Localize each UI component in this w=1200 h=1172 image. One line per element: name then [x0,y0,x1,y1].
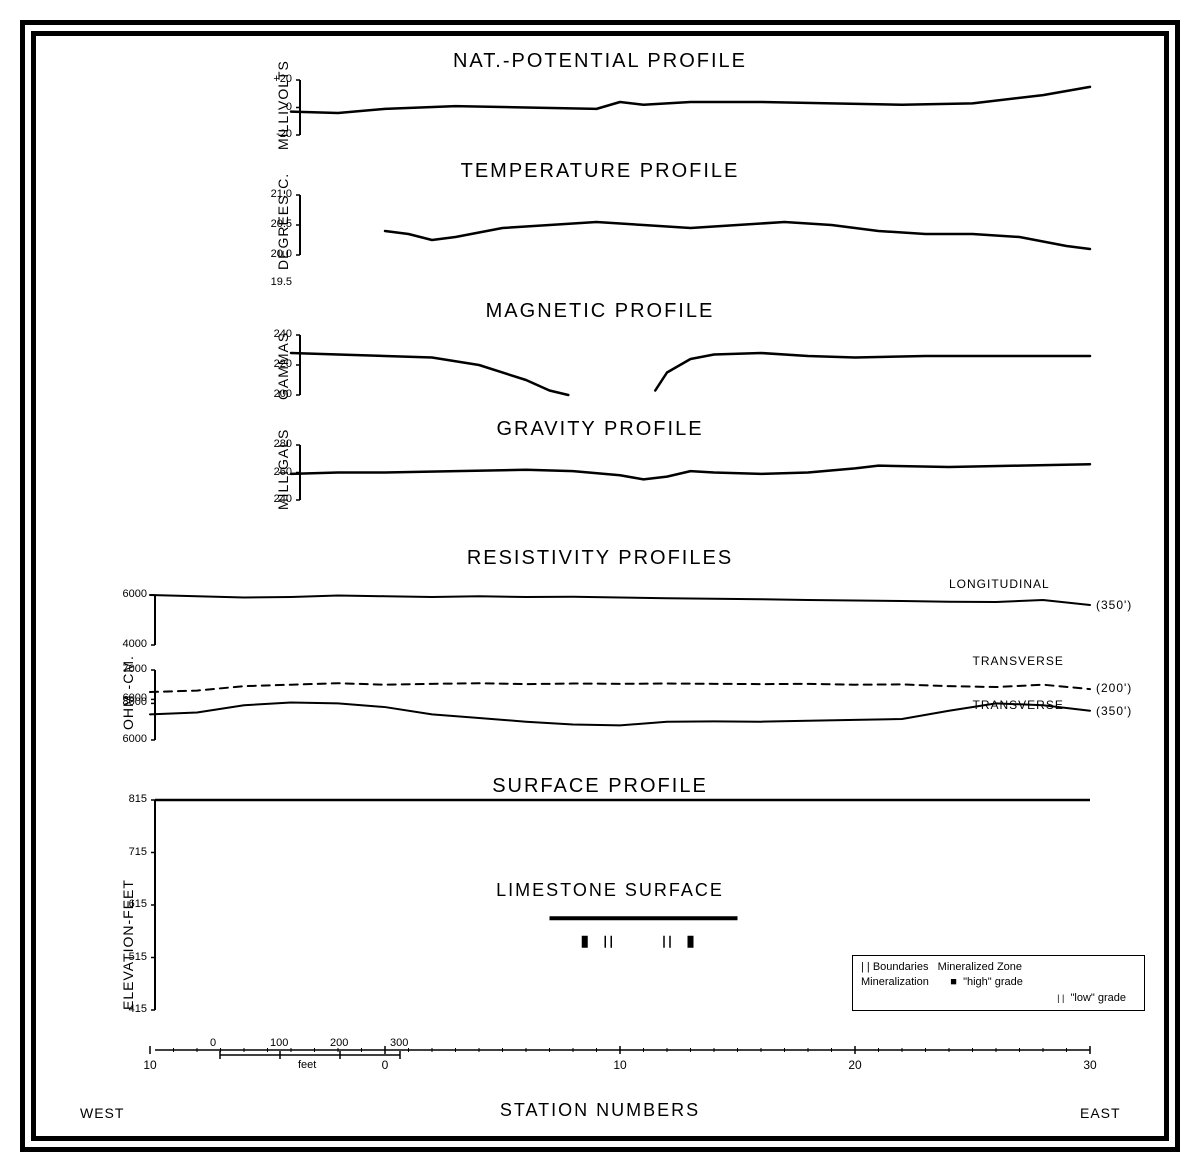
geophysical-profiles-figure: NAT.-POTENTIAL PROFILE TEMPERATURE PROFI… [0,0,1200,1172]
plot-svg [0,0,1200,1172]
